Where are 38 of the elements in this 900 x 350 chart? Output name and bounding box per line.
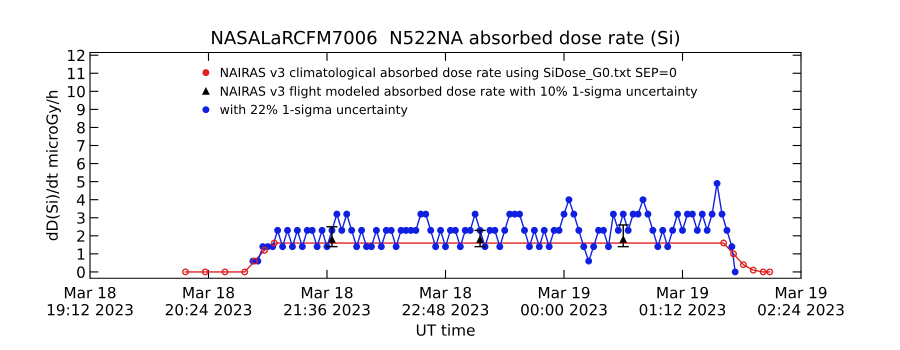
x-tick-label: Mar 19 01:12 2023 [640,286,726,316]
y-tick-label: 8 [77,122,85,134]
chart-title: NASALaRCFM7006 N522NA absorbed dose rate (Si) [212,30,680,47]
y-tick-label: 0 [77,266,85,278]
y-tick-label: 11 [68,68,84,80]
x-axis-title: UT time [416,324,475,336]
y-tick-label: 10 [68,86,85,98]
y-tick-label: 9 [77,104,85,116]
x-tick-label: Mar 18 20:24 2023 [166,286,252,316]
legend-label: with 22% 1-sigma uncertainty [220,104,408,117]
x-tick-label: Mar 18 19:12 2023 [48,286,133,316]
y-tick-label: 3 [77,212,85,224]
point [202,268,209,276]
x-tick-label: Mar 18 21:36 2023 [284,286,370,316]
point [730,250,737,258]
legend-label: NAIRAS v3 climatological absorbed dose rate using SiDose_G0.txt SEP=0 [220,68,676,80]
y-tick-label: 6 [77,158,85,170]
point [241,268,248,276]
y-tick-label: 12 [68,50,84,62]
point [750,266,757,274]
y-axis-title: dD(Si)/dt microGy/h [46,90,61,240]
point [221,268,228,276]
point [720,240,728,247]
point [760,268,767,276]
point [270,240,278,247]
point [260,246,268,254]
y-tick-label: 1 [78,248,84,260]
x-tick-label: Mar 19 00:00 2023 [521,286,607,316]
point [182,268,189,276]
y-tick-label: 2 [77,230,84,242]
point [740,261,747,268]
x-tick-label: Mar 18 22:48 2023 [402,286,488,316]
y-tick-label: 7 [77,140,85,152]
legend-label: NAIRAS v3 flight modeled absorbed dose rate with 10% 1-sigma uncertainty [220,86,698,98]
x-tick-label: Mar 19 02:24 2023 [758,286,844,316]
y-tick-label: 5 [77,176,84,188]
y-tick-label: 4 [76,194,85,206]
point [766,268,774,276]
